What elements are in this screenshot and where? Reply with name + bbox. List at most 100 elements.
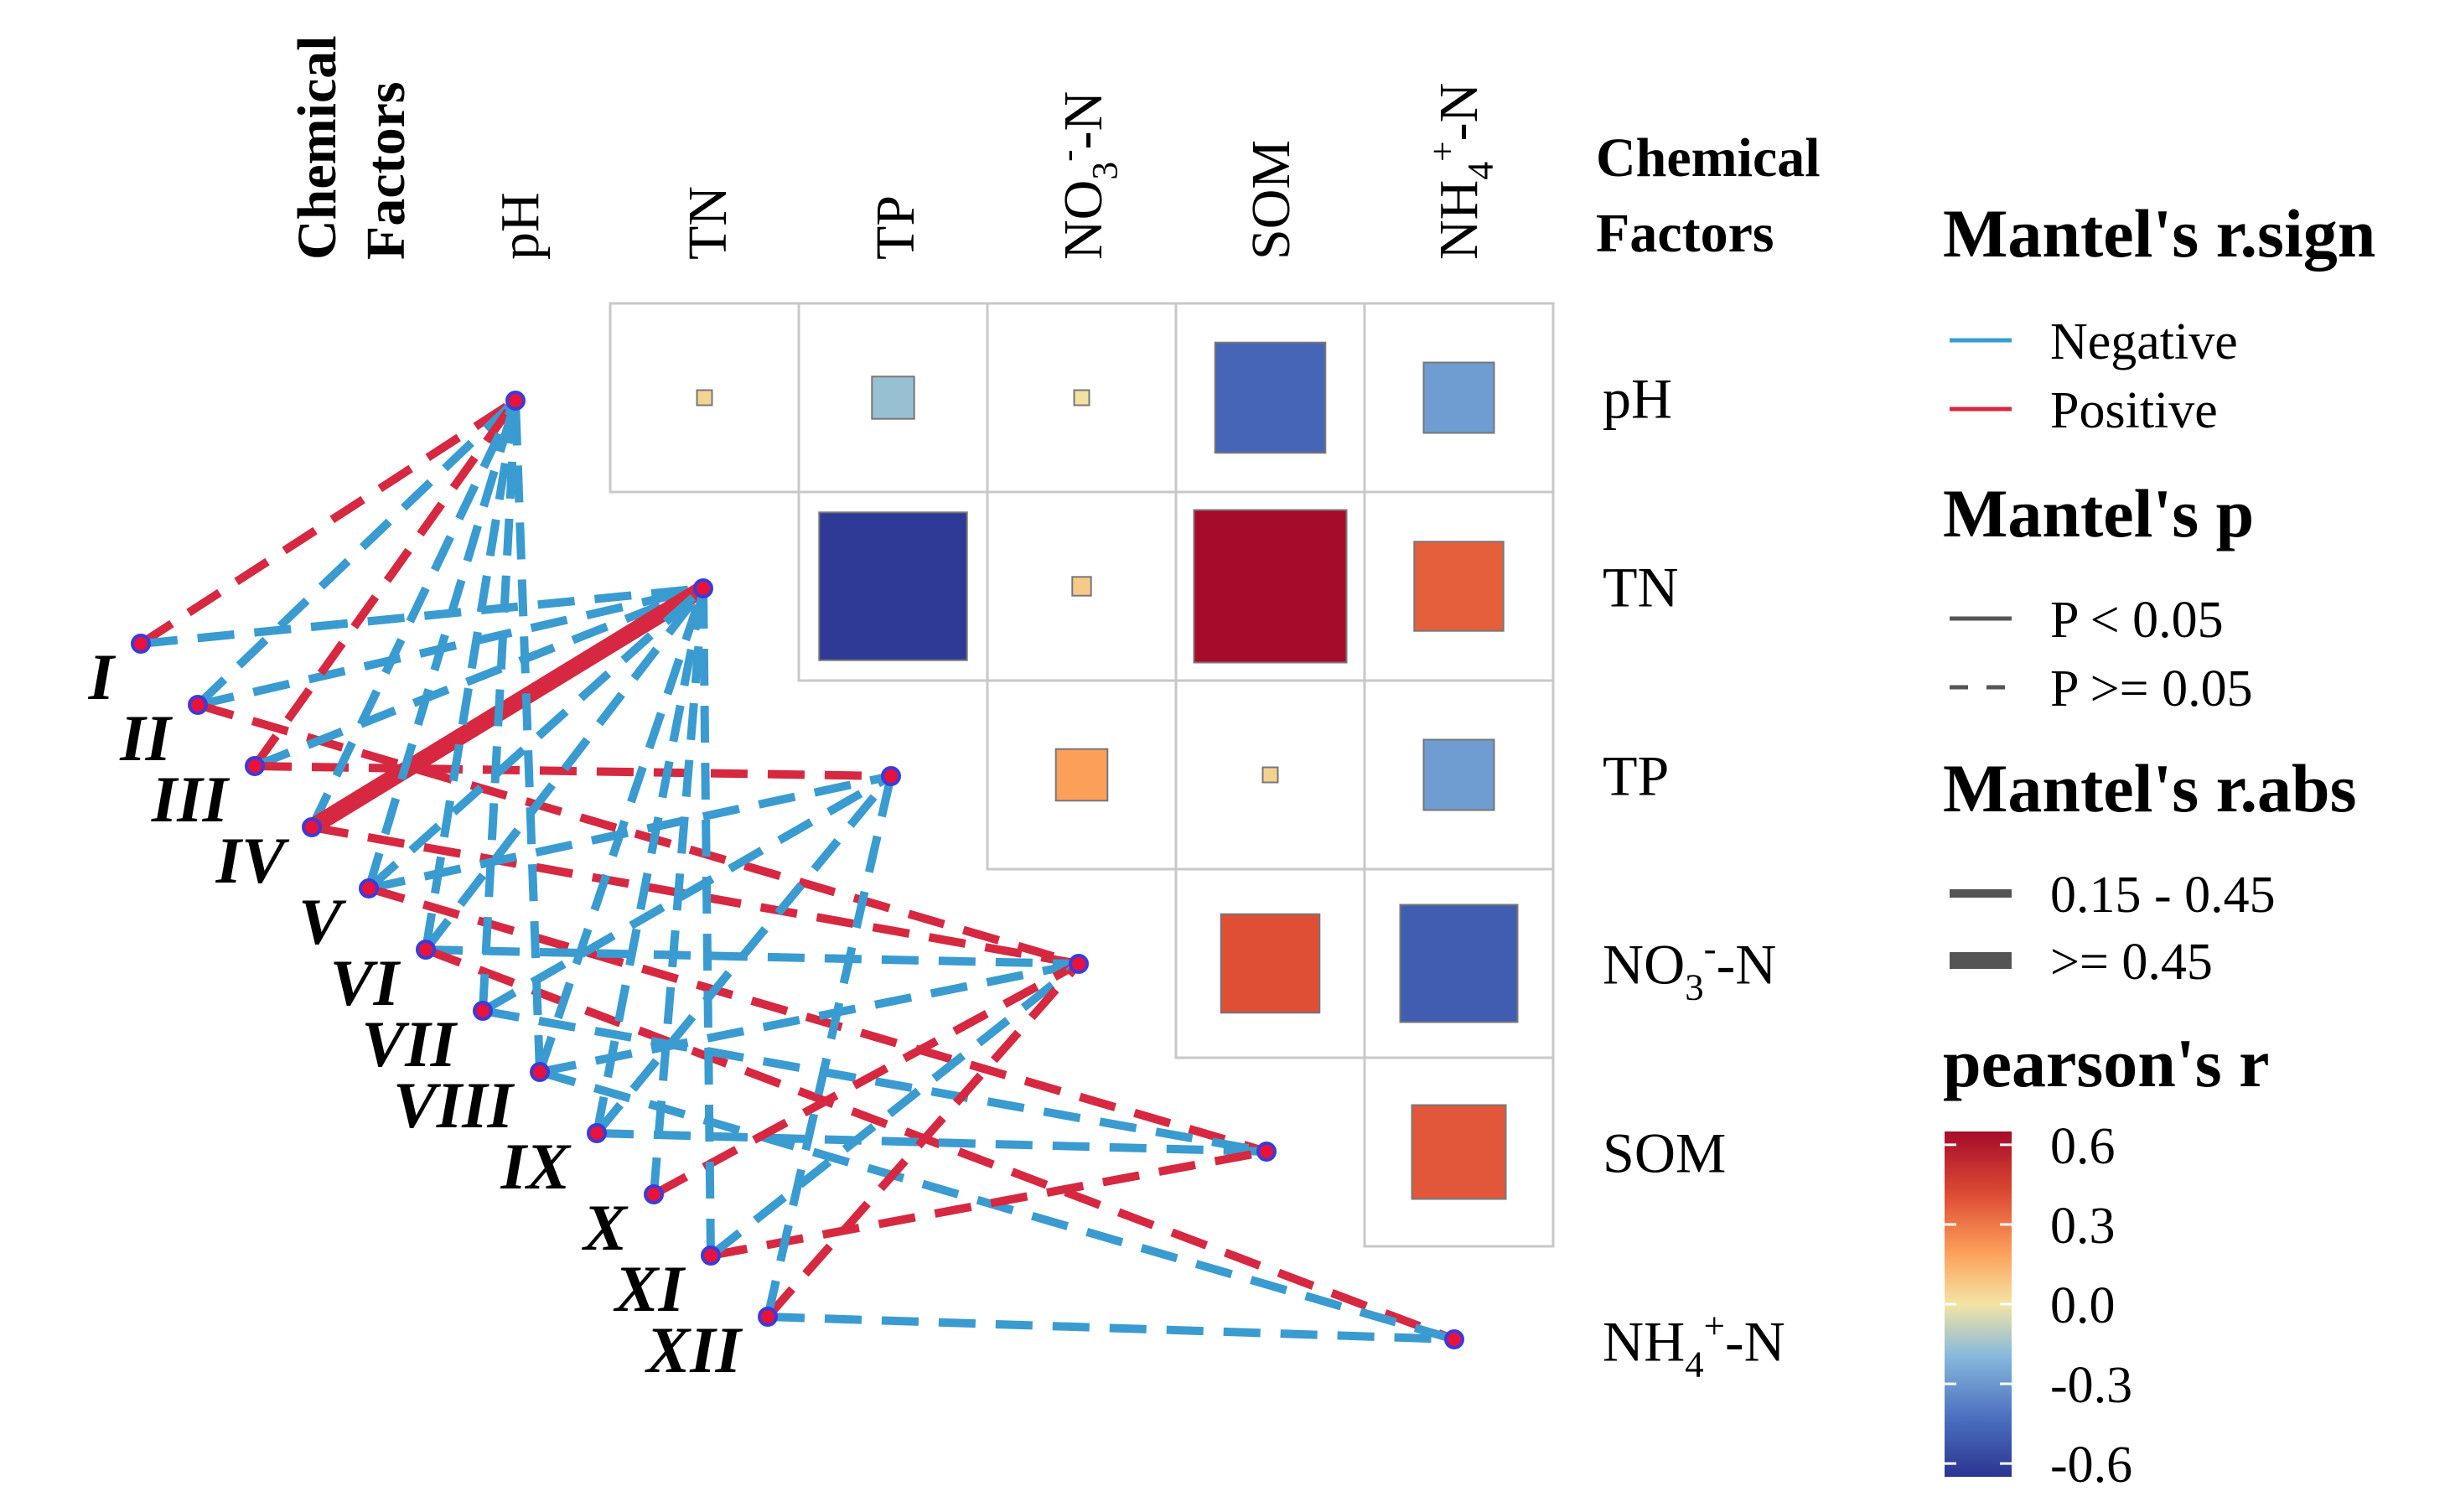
link-xi-som bbox=[710, 1147, 1267, 1260]
legend-color-tick-label-4: -0.6 bbox=[2050, 1437, 2132, 1494]
link-xii-no3-n bbox=[764, 961, 1082, 1320]
legend: Mantel's r.sign Negative Positive Mantel's … bbox=[1943, 195, 2375, 1494]
group-label-i: I bbox=[88, 640, 117, 713]
link-i-ph bbox=[138, 396, 518, 648]
corr-square-ph-nh4plus-n bbox=[1422, 361, 1495, 434]
target-node-tn bbox=[693, 578, 713, 598]
link-vi-ph bbox=[422, 400, 520, 950]
legend-p-title: Mantel's p bbox=[1943, 475, 2254, 551]
group-label-ix: IX bbox=[500, 1130, 572, 1203]
row-label-no3-n: NO3--N bbox=[1603, 927, 1776, 1007]
target-node-tp bbox=[881, 766, 901, 786]
legend-abs-title: Mantel's r.abs bbox=[1943, 750, 2357, 826]
link-ii-ph bbox=[194, 397, 519, 708]
group-node-v bbox=[359, 878, 379, 898]
link-v-ph bbox=[365, 399, 520, 890]
group-label-xii: XII bbox=[645, 1313, 743, 1386]
link-xii-tp bbox=[764, 774, 895, 1318]
group-label-v: V bbox=[298, 885, 347, 958]
row-label-ph: pH bbox=[1603, 367, 1672, 431]
correlation-grid bbox=[609, 302, 1555, 1248]
link-ii-tn bbox=[196, 584, 705, 709]
link-iii-ph bbox=[251, 398, 520, 769]
link-viii-ph bbox=[511, 400, 544, 1073]
group-node-vi bbox=[416, 940, 436, 960]
target-node-som bbox=[1256, 1142, 1277, 1162]
link-iii-tn bbox=[253, 584, 705, 770]
link-iv-ph bbox=[308, 398, 520, 830]
link-x-no3-n bbox=[651, 960, 1081, 1199]
corr-square-tn-no3-n bbox=[1071, 576, 1092, 597]
corr-square-tp-som bbox=[1261, 766, 1279, 784]
group-label-vii: VII bbox=[361, 1007, 458, 1080]
group-node-xi bbox=[701, 1245, 721, 1266]
corr-square-tn-tp bbox=[818, 511, 968, 661]
link-v-tp bbox=[367, 772, 893, 893]
link-iv-no3-n bbox=[311, 823, 1080, 968]
link-viii-tn bbox=[536, 587, 707, 1074]
row-label-tp: TP bbox=[1603, 744, 1669, 808]
group-label-iv: IV bbox=[215, 824, 290, 897]
group-label-iii: III bbox=[151, 763, 230, 836]
mantel-links bbox=[138, 396, 1456, 1344]
grid-cell-som-nh4plus-n bbox=[1363, 1056, 1555, 1248]
legend-abs-large-label: >= 0.45 bbox=[2050, 934, 2213, 991]
group-node-ix bbox=[587, 1123, 607, 1143]
link-iv-tn bbox=[307, 581, 708, 835]
corr-square-no3-n-som bbox=[1220, 913, 1321, 1014]
link-vi-no3-n bbox=[425, 945, 1080, 968]
link-vii-tp bbox=[480, 772, 893, 1015]
target-node-ph bbox=[505, 391, 526, 411]
legend-negative-label: Negative bbox=[2050, 313, 2238, 370]
legend-color-tick-label-1: 0.3 bbox=[2050, 1198, 2116, 1255]
link-xi-no3-n bbox=[707, 961, 1082, 1259]
link-vii-ph bbox=[479, 400, 520, 1012]
link-vi-tn bbox=[422, 585, 707, 953]
target-node-nh4plus-n bbox=[1444, 1329, 1464, 1349]
column-label-no3-n: NO3--N bbox=[1048, 91, 1126, 260]
group-label-xi: XI bbox=[614, 1252, 686, 1325]
legend-sign-title: Mantel's r.sign bbox=[1943, 195, 2375, 272]
column-label-tn: TN bbox=[677, 186, 738, 260]
link-v-tn bbox=[365, 585, 707, 892]
right-group-label-line1: Chemical bbox=[1596, 127, 1821, 189]
group-label-vi: VI bbox=[330, 946, 401, 1019]
legend-positive-label: Positive bbox=[2050, 382, 2218, 439]
link-i-tn bbox=[140, 584, 704, 648]
link-xi-tn bbox=[699, 588, 715, 1256]
group-node-i bbox=[131, 634, 151, 654]
legend-color-tick-label-3: -0.3 bbox=[2050, 1357, 2132, 1414]
legend-color-tick-label-0: 0.6 bbox=[2050, 1118, 2116, 1175]
link-nodes bbox=[131, 391, 1464, 1349]
corr-square-tp-no3-n bbox=[1054, 748, 1109, 802]
link-ii-no3-n bbox=[196, 701, 1080, 968]
legend-p-nonsignificant-label: P >= 0.05 bbox=[2050, 660, 2253, 717]
link-viii-no3-n bbox=[539, 960, 1080, 1076]
group-node-xii bbox=[758, 1307, 778, 1327]
target-node-no3-n bbox=[1069, 954, 1089, 974]
group-label-viii: VIII bbox=[393, 1069, 515, 1142]
row-label-nh4plus-n: NH4+-N bbox=[1603, 1304, 1785, 1385]
corr-square-ph-tp bbox=[871, 375, 915, 420]
legend-color-title: pearson's r bbox=[1943, 1025, 2270, 1101]
column-label-som: SOM bbox=[1241, 140, 1302, 260]
group-node-iii bbox=[245, 756, 265, 776]
corr-square-tp-nh4plus-n bbox=[1422, 738, 1495, 811]
link-vii-som bbox=[482, 1007, 1267, 1156]
legend-abs-small-label: 0.15 - 0.45 bbox=[2050, 867, 2276, 924]
group-node-x bbox=[644, 1184, 664, 1204]
column-label-nh4plus-n: NH4+-N bbox=[1423, 83, 1501, 260]
link-iii-tp bbox=[254, 762, 892, 780]
group-node-viii bbox=[530, 1062, 550, 1082]
link-x-tn bbox=[650, 588, 707, 1195]
right-group-label-line2: Factors bbox=[1596, 203, 1774, 264]
top-group-label-line1: Chemical bbox=[287, 35, 348, 260]
row-label-som: SOM bbox=[1603, 1121, 1726, 1185]
corr-square-som-nh4plus-n bbox=[1411, 1104, 1507, 1200]
link-ix-tp bbox=[593, 773, 894, 1137]
group-node-iv bbox=[302, 817, 322, 837]
group-node-vii bbox=[473, 1001, 493, 1021]
legend-p-significant-label: P < 0.05 bbox=[2050, 592, 2224, 649]
